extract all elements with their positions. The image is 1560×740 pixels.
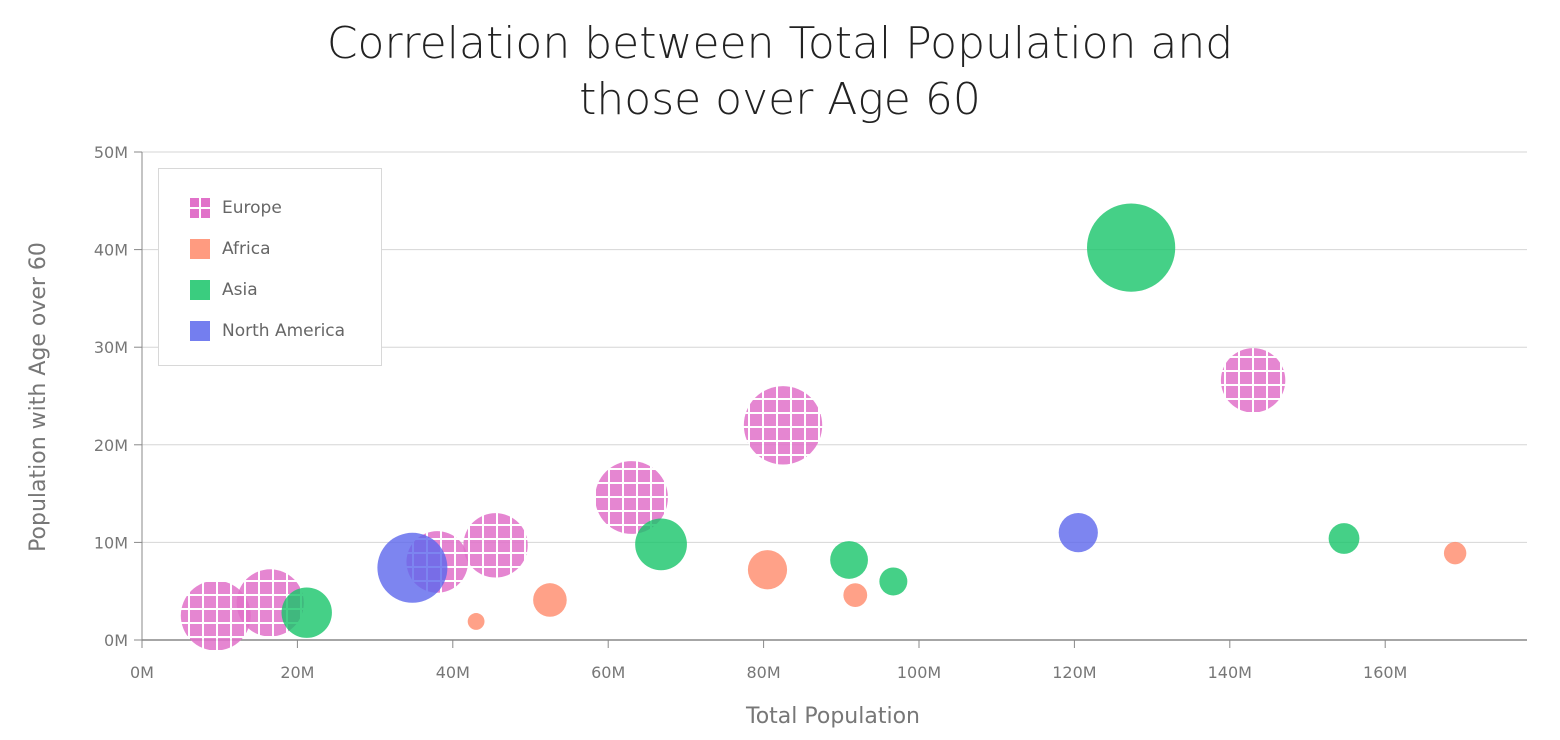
y-tick-label: 40M [94,241,128,260]
series-europe: EuropeEuropeEuropeEuropeEuropeEuropeEuro… [180,348,1286,651]
x-tick-label: 100M [897,663,941,682]
legend-swatch-asia [190,280,210,300]
y-axis-title: Population with Age over 60 [26,242,51,552]
bubble-asia[interactable]: Asia [1087,203,1176,292]
y-tick-label: 0M [104,631,128,650]
bubble-europe[interactable]: Europe [1220,348,1286,413]
bubble-europe[interactable]: Europe [595,461,668,534]
bubble-north-america[interactable]: North America [1058,513,1098,553]
legend: Europe Africa Asia North America [158,168,382,366]
x-tick-label: 40M [436,663,470,682]
legend-swatch-europe [190,198,210,218]
y-tick-label: 20M [94,436,128,455]
legend-item-europe[interactable]: Europe [190,197,282,219]
x-tick-label: 60M [591,663,625,682]
series-asia: Asia Asia Asia Asia Asia Asia [281,203,1360,638]
bubbles: EuropeEuropeEuropeEuropeEuropeEuropeEuro… [180,203,1467,651]
x-tick-label: 0M [130,663,154,682]
legend-item-africa[interactable]: Africa [190,238,271,260]
legend-swatch-africa [190,239,210,259]
series-africa: Africa Africa Africa Africa Africa [467,541,1467,630]
legend-label-north-america: North America [222,321,346,341]
bubble-europe[interactable]: Europe [463,513,528,578]
legend-swatch-north-america [190,321,210,341]
y-tick-label: 50M [94,143,128,162]
bubble-asia[interactable]: Asia [830,541,868,579]
bubble-africa[interactable]: Africa [747,550,788,590]
bubble-europe[interactable]: Europe [743,386,823,465]
bubble-africa[interactable]: Africa [467,613,485,630]
bubble-asia[interactable]: Asia [1328,523,1360,554]
y-tick-label: 10M [94,533,128,552]
x-tick-label: 20M [280,663,314,682]
legend-item-north-america[interactable]: North America [190,320,345,342]
legend-label-africa: Africa [222,239,271,259]
bubble-africa[interactable]: Africa [1443,541,1467,565]
bubble-europe[interactable]: Europe [180,580,251,651]
bubble-asia[interactable]: Asia [635,518,687,571]
bubble-asia[interactable]: Asia [879,567,908,596]
x-tick-label: 80M [747,663,781,682]
chart-title-line-1: Correlation between Total Population and [326,18,1234,69]
legend-item-asia[interactable]: Asia [190,279,258,301]
y-tick-label: 30M [94,338,128,357]
bubble-africa[interactable]: Africa [843,583,868,608]
bubble-asia[interactable]: Asia [281,587,332,638]
chart-title-line-2: those over Age 60 [579,74,981,125]
series-north-america: North America North America [377,513,1098,603]
x-tick-label: 160M [1363,663,1407,682]
x-tick-label: 120M [1052,663,1096,682]
bubble-north-america[interactable]: North America [377,532,448,603]
bubble-africa[interactable]: Africa [533,583,567,617]
legend-label-asia: Asia [222,280,258,300]
x-tick-label: 140M [1208,663,1252,682]
legend-label-europe: Europe [222,198,282,218]
x-axis-title: Total Population [745,704,920,729]
axes: 0M 10M 20M 30M 40M 50M 0M 20M 40M 60M 80M 100M 120M 1… [94,143,1527,682]
